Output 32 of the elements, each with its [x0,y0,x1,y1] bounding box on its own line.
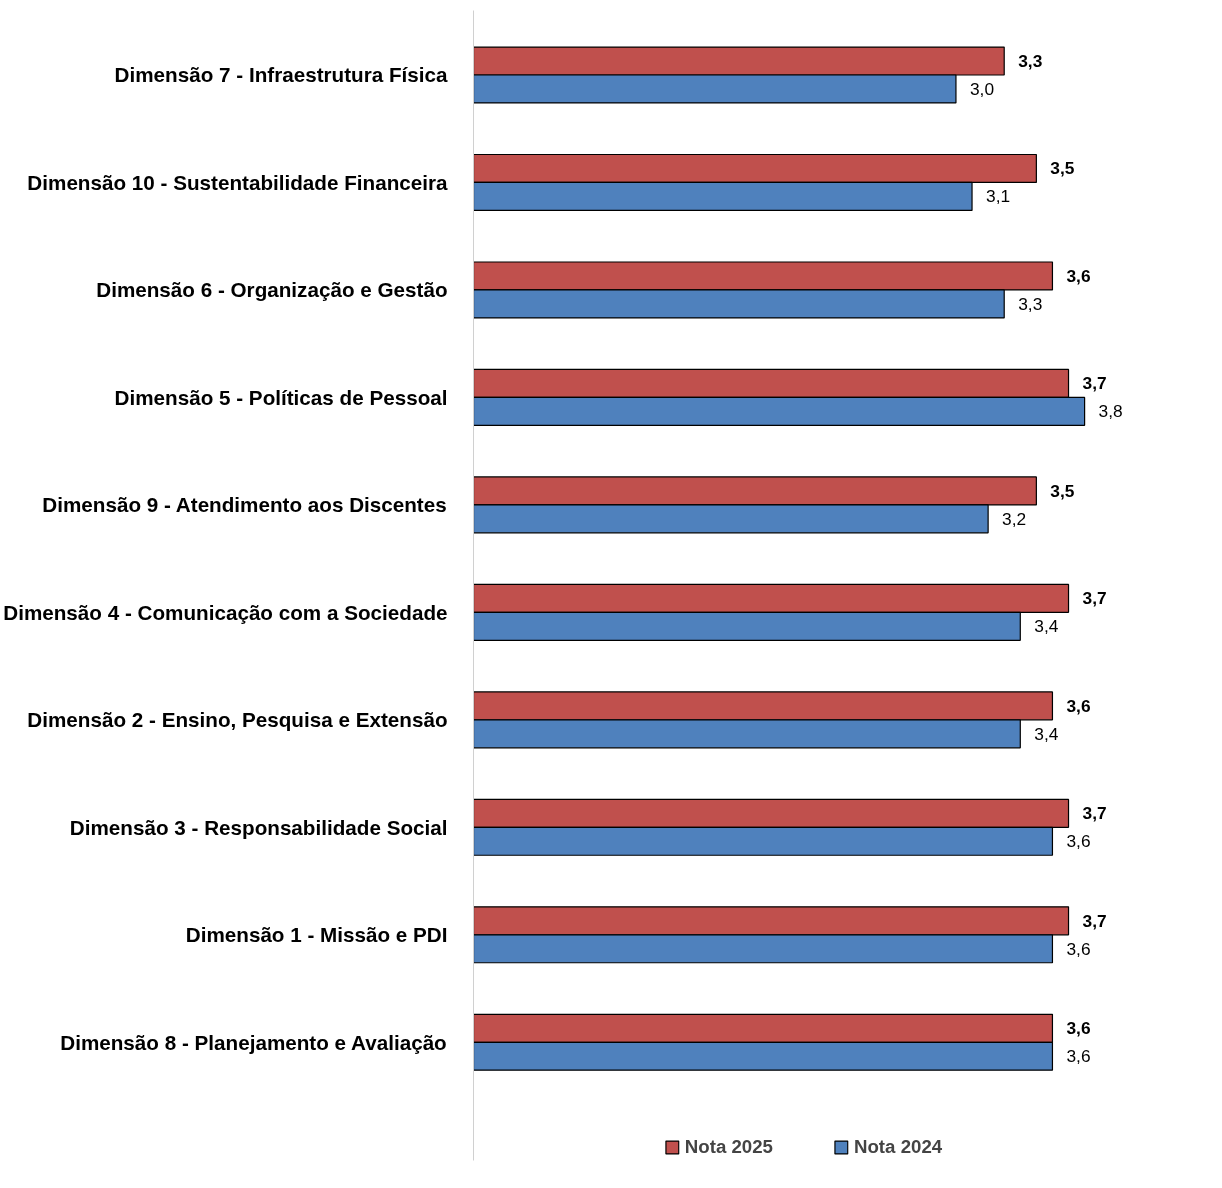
y-tick-label: Dimensão 8 - Planejamento e Avaliação [60,1030,447,1054]
y-tick-label: Dimensão 9 - Atendimento aos Discentes [42,493,447,517]
data-label: 3,6 [1066,695,1091,716]
legend-label: Nota 2025 [684,1136,773,1158]
data-label: 3,7 [1082,803,1107,824]
data-label: 3,7 [1082,588,1107,609]
data-label: 3,3 [1018,293,1043,314]
legend-label: Nota 2024 [854,1136,943,1158]
y-tick-label: Dimensão 7 - Infraestrutura Física [114,63,449,87]
data-label: 3,6 [1066,265,1091,286]
data-label: 3,7 [1082,910,1107,931]
data-label: 3,8 [1098,401,1123,422]
data-label: 3,2 [1002,508,1027,529]
data-label: 3,6 [1066,1046,1091,1067]
data-label: 3,5 [1050,480,1075,501]
data-label: 3,6 [1066,831,1091,852]
y-tick-label: Dimensão 1 - Missão e PDI [185,923,448,947]
data-label: 3,7 [1082,373,1107,394]
y-tick-label: Dimensão 4 - Comunicação com a Sociedade [3,600,448,624]
y-tick-label: Dimensão 3 - Responsabilidade Social [69,815,448,839]
data-label: 3,0 [969,78,995,99]
data-label: 3,1 [986,186,1011,207]
data-label: 3,5 [1050,158,1075,179]
data-label: 3,6 [1066,938,1091,959]
data-label: 3,4 [1034,616,1059,637]
data-label: 3,6 [1066,1018,1091,1039]
y-tick-label: Dimensão 2 - Ensino, Pesquisa e Extensão [27,708,448,732]
y-tick-label: Dimensão 10 - Sustentabilidade Financeira [27,170,449,194]
y-tick-label: Dimensão 5 - Políticas de Pessoal [114,385,448,409]
y-tick-label: Dimensão 6 - Organização e Gestão [96,278,448,302]
data-label: 3,4 [1034,723,1059,744]
data-label: 3,3 [1018,51,1043,72]
